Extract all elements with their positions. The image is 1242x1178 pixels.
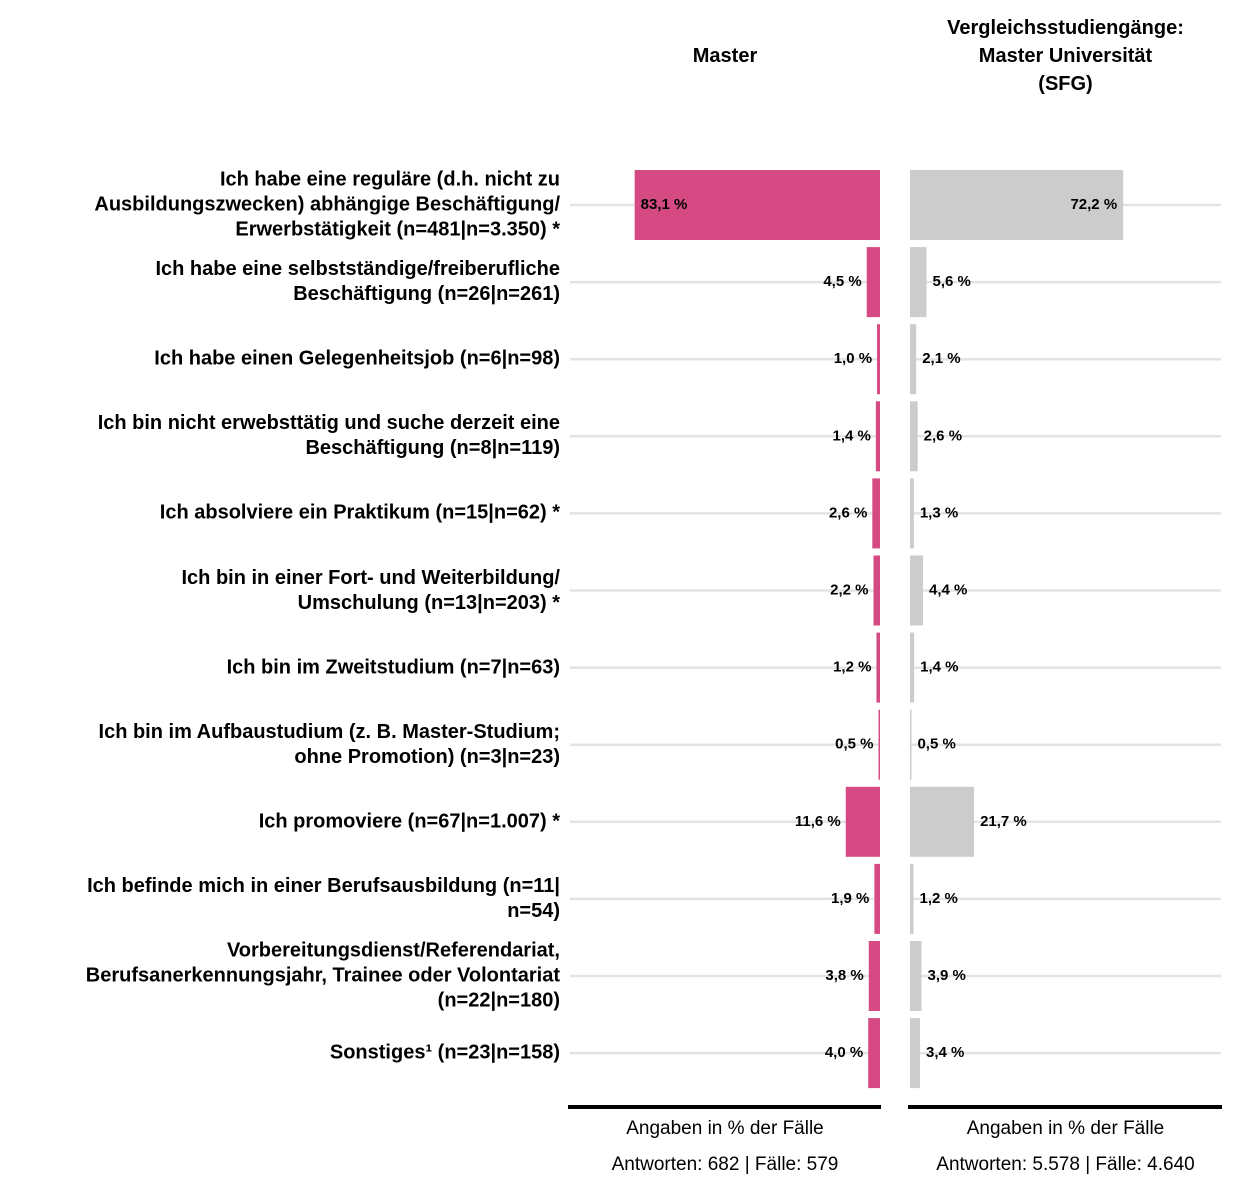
value-label: 3,4 % (926, 1044, 964, 1061)
bar (872, 478, 880, 549)
category-label: Ich bin im Aufbaustudium (z. B. Master-S… (98, 720, 560, 768)
bar (873, 555, 880, 626)
bar (866, 247, 880, 318)
category-label: Ich habe eine selbstständige/freiberufli… (155, 258, 560, 306)
value-label: 1,4 % (920, 659, 958, 676)
bar (845, 786, 880, 857)
category-label: Ich promoviere (n=67|n=1.007) * (258, 810, 560, 833)
bar (868, 1018, 880, 1089)
value-label: 4,0 % (825, 1044, 863, 1061)
footnote: Antworten: 5.578 | Fälle: 4.640 (936, 1154, 1195, 1175)
bar (878, 709, 880, 780)
value-label: 2,6 % (829, 504, 867, 521)
value-label: 3,9 % (928, 967, 966, 984)
bar (868, 941, 880, 1011)
value-label: 1,2 % (920, 890, 958, 907)
value-label: 5,6 % (933, 273, 971, 290)
value-label: 0,5 % (835, 736, 873, 753)
value-label: 1,0 % (834, 350, 872, 367)
bar (910, 941, 922, 1011)
category-label: Ich habe eine reguläre (d.h. nicht zu Au… (94, 168, 560, 241)
category-label: Ich bin in einer Fort- und Weiterbildung… (181, 566, 560, 614)
value-label: 11,6 % (795, 813, 841, 830)
value-label: 1,3 % (920, 504, 958, 521)
bar (910, 401, 918, 472)
value-label: 3,8 % (825, 967, 863, 984)
bar (910, 324, 917, 395)
value-label: 1,2 % (833, 659, 871, 676)
value-label: 1,4 % (833, 427, 871, 444)
category-label: Ich habe einen Gelegenheitsjob (n=6|n=98… (154, 347, 560, 370)
category-label: Ich bin nicht erwebsttätig und suche der… (97, 412, 560, 460)
bar (875, 401, 880, 472)
value-label: 21,7 % (980, 813, 1027, 830)
bar (877, 324, 880, 395)
value-label: 4,4 % (929, 581, 967, 598)
category-label: Ich befinde mich in einer Berufsausbildu… (87, 874, 560, 922)
footnote: Antworten: 682 | Fälle: 579 (611, 1154, 839, 1175)
value-label: 4,5 % (823, 273, 861, 290)
bar (910, 863, 914, 934)
bar (876, 632, 880, 703)
value-label: 72,2 % (1070, 196, 1117, 213)
bar (910, 709, 912, 780)
bar (874, 863, 880, 934)
bar (910, 632, 915, 703)
axis-label: Angaben in % der Fälle (626, 1118, 824, 1139)
value-label: 83,1 % (641, 196, 688, 213)
category-label: Ich bin im Zweitstudium (n=7|n=63) (226, 656, 560, 679)
category-label: Sonstiges¹ (n=23|n=158) (329, 1041, 560, 1064)
bar (910, 555, 923, 626)
bar (910, 247, 927, 318)
category-label: Ich absolviere ein Praktikum (n=15|n=62)… (159, 501, 560, 524)
panel-title: Master (692, 45, 758, 67)
value-label: 1,9 % (831, 890, 869, 907)
value-label: 2,2 % (830, 581, 868, 598)
panel-title: Vergleichsstudiengänge: Master Universit… (947, 17, 1184, 95)
bar (634, 170, 880, 240)
bar (910, 1018, 921, 1089)
category-label: Vorbereitungsdienst/Referendariat, Beruf… (85, 939, 560, 1012)
axis-label: Angaben in % der Fälle (966, 1118, 1165, 1139)
bar (910, 786, 975, 857)
value-label: 2,6 % (924, 427, 962, 444)
bar (910, 170, 1124, 240)
value-label: 2,1 % (922, 350, 960, 367)
bar (910, 478, 914, 549)
value-label: 0,5 % (917, 736, 955, 753)
